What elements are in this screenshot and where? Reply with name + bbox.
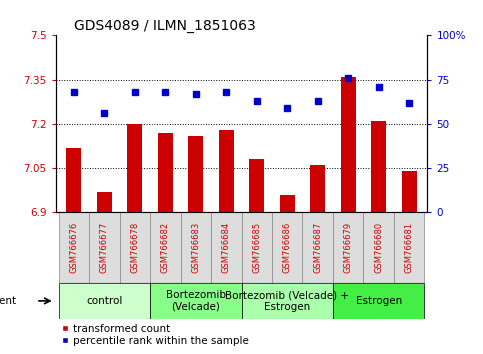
Bar	[394, 212, 425, 283]
Text: agent: agent	[0, 296, 17, 306]
Bar	[188, 136, 203, 212]
Text: GSM766681: GSM766681	[405, 222, 413, 273]
Text: Bortezomib (Velcade) +
Estrogen: Bortezomib (Velcade) + Estrogen	[225, 290, 349, 312]
Legend: transformed count, percentile rank within the sample: transformed count, percentile rank withi…	[61, 324, 249, 346]
Bar	[363, 212, 394, 283]
Bar	[150, 283, 242, 319]
Bar	[333, 283, 425, 319]
Text: GSM766684: GSM766684	[222, 222, 231, 273]
Text: GSM766679: GSM766679	[344, 222, 353, 273]
Text: GSM766686: GSM766686	[283, 222, 292, 273]
Bar	[341, 77, 356, 212]
Bar	[272, 212, 302, 283]
Bar	[181, 212, 211, 283]
Bar	[242, 212, 272, 283]
Bar	[333, 212, 363, 283]
Text: Bortezomib
(Velcade): Bortezomib (Velcade)	[166, 290, 226, 312]
Bar	[302, 212, 333, 283]
Bar	[120, 212, 150, 283]
Bar	[371, 121, 386, 212]
Bar	[249, 159, 264, 212]
Bar	[211, 212, 242, 283]
Text: GSM766683: GSM766683	[191, 222, 200, 273]
Bar	[58, 212, 89, 283]
Text: control: control	[86, 296, 123, 306]
Text: Estrogen: Estrogen	[355, 296, 402, 306]
Bar	[310, 165, 326, 212]
Text: GSM766678: GSM766678	[130, 222, 139, 273]
Text: GDS4089 / ILMN_1851063: GDS4089 / ILMN_1851063	[74, 19, 256, 33]
Bar	[242, 283, 333, 319]
Text: GSM766677: GSM766677	[100, 222, 109, 273]
Bar	[66, 148, 82, 212]
Bar	[219, 130, 234, 212]
Bar	[401, 171, 417, 212]
Text: GSM766680: GSM766680	[374, 222, 383, 273]
Bar	[127, 124, 142, 212]
Bar	[97, 192, 112, 212]
Bar	[280, 195, 295, 212]
Text: GSM766685: GSM766685	[252, 222, 261, 273]
Bar	[89, 212, 120, 283]
Text: GSM766687: GSM766687	[313, 222, 322, 273]
Bar	[157, 133, 173, 212]
Text: GSM766676: GSM766676	[70, 222, 78, 273]
Text: GSM766682: GSM766682	[161, 222, 170, 273]
Bar	[58, 283, 150, 319]
Bar	[150, 212, 181, 283]
